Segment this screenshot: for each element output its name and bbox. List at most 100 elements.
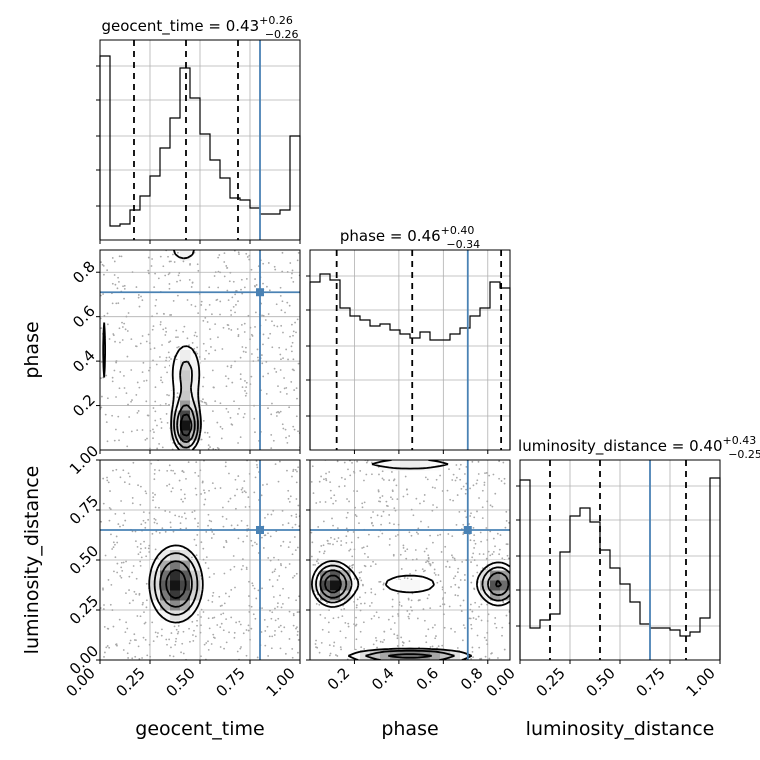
sample-point xyxy=(107,579,110,581)
sample-point xyxy=(120,500,123,502)
sample-point xyxy=(222,612,225,615)
sample-point xyxy=(205,556,208,559)
sample-point xyxy=(287,522,290,525)
sample-point xyxy=(451,479,454,481)
sample-point xyxy=(140,523,143,526)
sample-point xyxy=(235,507,237,510)
sample-point xyxy=(356,490,359,493)
sample-point xyxy=(391,498,394,501)
title-lower-error: −0.26 xyxy=(265,28,299,41)
sample-point xyxy=(102,264,105,267)
sample-point xyxy=(257,589,260,592)
density-bin xyxy=(170,600,181,611)
sample-point xyxy=(222,326,225,329)
sample-point xyxy=(400,605,403,607)
sample-point xyxy=(118,327,121,330)
sample-point xyxy=(290,345,293,348)
sample-point xyxy=(115,361,118,364)
sample-point xyxy=(237,475,240,477)
sample-point xyxy=(182,330,185,333)
sample-point xyxy=(284,652,287,655)
sample-point xyxy=(347,530,349,533)
sample-point xyxy=(408,640,411,643)
sample-point xyxy=(245,252,248,255)
sample-point xyxy=(268,578,271,581)
sample-point xyxy=(328,644,331,646)
sample-point xyxy=(360,646,363,649)
sample-point xyxy=(372,560,374,563)
sample-point xyxy=(505,510,508,513)
sample-point xyxy=(475,618,477,621)
sample-point xyxy=(478,605,481,608)
sample-point xyxy=(240,568,243,571)
sample-point xyxy=(143,540,145,543)
sample-point xyxy=(125,315,128,318)
sample-point xyxy=(489,504,492,507)
sample-point xyxy=(423,500,425,503)
sample-point xyxy=(426,597,429,600)
sample-point xyxy=(242,564,244,567)
sample-point xyxy=(240,646,242,648)
sample-point xyxy=(391,605,394,608)
sample-point xyxy=(196,352,199,355)
sample-point xyxy=(182,630,185,633)
sample-point xyxy=(363,648,366,650)
panel-frame xyxy=(309,249,511,451)
sample-point xyxy=(436,534,439,537)
sample-point xyxy=(123,387,126,389)
sample-point xyxy=(176,632,179,635)
sample-point xyxy=(462,485,465,488)
sample-point xyxy=(397,615,400,617)
sample-point xyxy=(469,608,472,611)
sample-point xyxy=(423,619,426,622)
sample-point xyxy=(498,460,501,463)
sample-point xyxy=(478,497,480,499)
density-bin xyxy=(440,650,451,660)
sample-point xyxy=(181,470,184,473)
sample-point xyxy=(488,474,491,477)
sample-point xyxy=(381,470,384,473)
sample-point xyxy=(319,501,321,503)
sample-point xyxy=(234,494,236,497)
sample-point xyxy=(213,616,216,619)
sample-point xyxy=(406,548,409,551)
sample-point xyxy=(435,478,438,481)
sample-point xyxy=(128,589,130,591)
sample-point xyxy=(225,641,228,644)
sample-point xyxy=(147,256,150,259)
sample-point xyxy=(264,644,267,647)
title-upper-error: +0.43 xyxy=(723,434,757,447)
sample-point xyxy=(247,629,250,632)
density-bin xyxy=(340,580,351,591)
density-bin xyxy=(490,580,501,591)
sample-point xyxy=(149,447,151,450)
sample-point xyxy=(150,462,153,465)
sample-point xyxy=(223,546,225,549)
sample-point xyxy=(156,312,158,315)
sample-point xyxy=(423,494,426,496)
sample-point xyxy=(473,547,476,549)
sample-point xyxy=(425,561,427,564)
sample-point xyxy=(409,572,411,575)
sample-point xyxy=(219,487,222,489)
sample-point xyxy=(284,566,287,569)
sample-point xyxy=(277,602,279,605)
sample-point xyxy=(195,544,198,547)
sample-point xyxy=(454,583,457,586)
density-bin xyxy=(420,580,431,591)
sample-point xyxy=(481,517,484,520)
sample-point xyxy=(318,550,321,553)
sample-point xyxy=(292,614,295,617)
sample-point xyxy=(443,626,446,629)
sample-point xyxy=(492,537,495,540)
sample-point xyxy=(393,622,396,624)
sample-point xyxy=(393,507,396,510)
sample-point xyxy=(359,470,362,472)
sample-point xyxy=(280,309,283,312)
sample-point xyxy=(260,494,263,497)
sample-point xyxy=(379,496,382,499)
sample-point xyxy=(274,568,277,571)
sample-point xyxy=(197,522,199,525)
sample-point xyxy=(176,392,179,395)
sample-point xyxy=(212,633,215,636)
